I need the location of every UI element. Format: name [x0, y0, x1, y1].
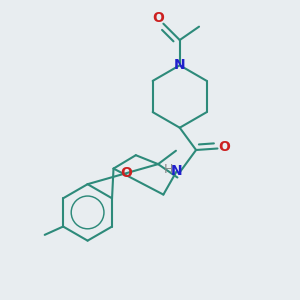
Text: H: H: [164, 164, 173, 176]
Text: O: O: [152, 11, 164, 25]
Text: O: O: [218, 140, 230, 154]
Text: O: O: [120, 166, 132, 180]
Text: N: N: [174, 58, 185, 72]
Text: N: N: [171, 164, 183, 178]
